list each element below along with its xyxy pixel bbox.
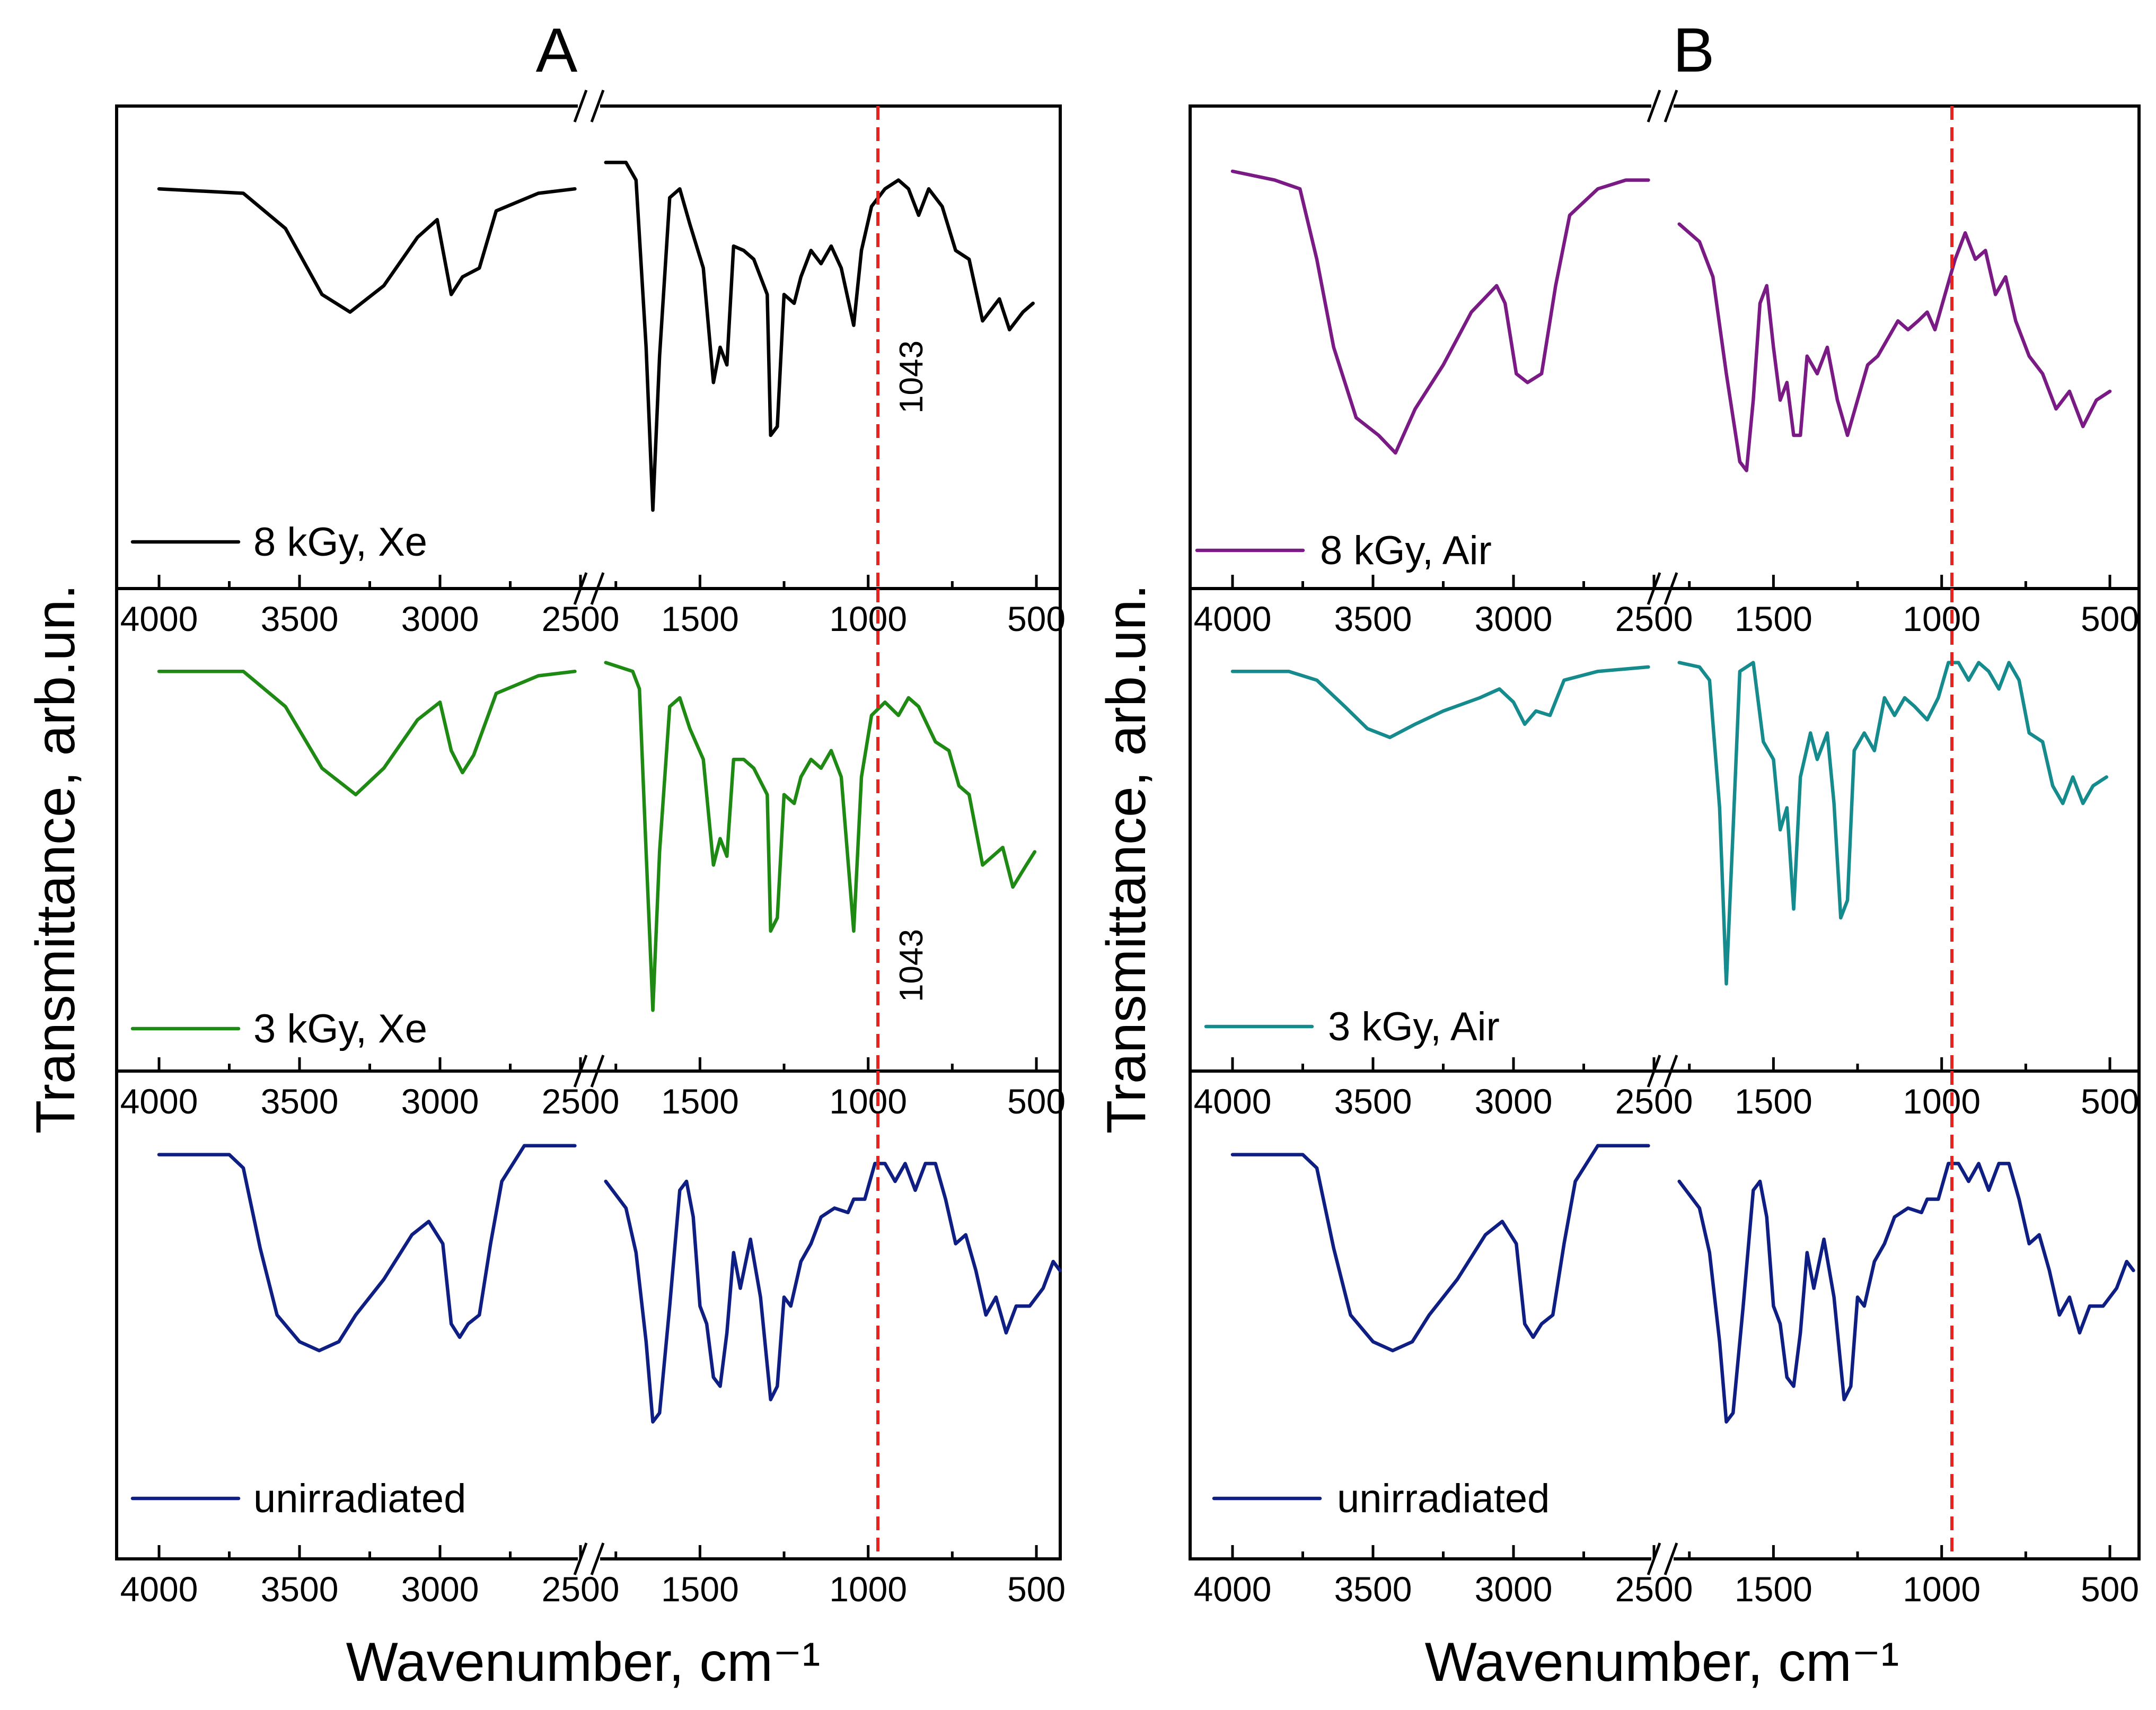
x-tick-label: 2500 — [1615, 599, 1693, 638]
panel-b: B Transmittance, arb.un. Wavenumber, cm⁻… — [1096, 15, 2141, 1693]
x-tick-label: 3000 — [1475, 1082, 1553, 1121]
x-tick-label: 500 — [2081, 1569, 2139, 1609]
x-tick-label: 1500 — [661, 1082, 739, 1121]
spectrum-right-segment — [604, 161, 1035, 512]
x-tick-label: 3500 — [1334, 1082, 1412, 1121]
x-tick-label: 4000 — [120, 599, 198, 638]
x-tick-label: 3000 — [401, 599, 479, 638]
legend-label: 3 kGy, Xe — [253, 1006, 427, 1051]
axis-break — [1647, 90, 1678, 605]
x-tick-label: 500 — [1007, 1569, 1066, 1609]
panel-a-letter: A — [536, 15, 578, 85]
x-tick-label: 1500 — [1735, 599, 1812, 638]
panel-a-top-plot: 1043 8 kGy, Xe 4000 3500 3000 2500 1500 1000 5… — [115, 90, 1066, 638]
x-tick-label: 1500 — [1735, 1082, 1812, 1121]
spectrum-right-segment — [604, 1162, 1062, 1424]
panel-b-bottom-plot: unirradiated 4000 3500 3000 2500 1500 1000 500 — [1189, 1069, 2141, 1609]
x-axis-ticks: 4000 3500 3000 2500 1500 1000 500 — [1194, 575, 2139, 638]
annotation-1043: 1043 — [893, 929, 930, 1002]
series-line — [1230, 169, 2112, 472]
series-line — [1230, 661, 2108, 986]
x-tick-label: 4000 — [120, 1082, 198, 1121]
series-line — [157, 1144, 1062, 1424]
spectrum-left-segment — [157, 1144, 577, 1353]
panel-b-xlabel: Wavenumber, cm⁻¹ — [1425, 1632, 1899, 1693]
series-line — [157, 661, 1037, 1012]
x-tick-label: 500 — [1007, 599, 1066, 638]
panel-b-top-plot: 8 kGy, Air 4000 3500 3000 2500 1500 1000 500 — [1189, 90, 2141, 638]
x-tick-label: 3500 — [261, 599, 339, 638]
panel-b-ylabel: Transmittance, arb.un. — [1096, 584, 1157, 1134]
series-line — [1230, 1144, 2135, 1424]
axis-break — [573, 90, 605, 605]
x-tick-label: 2500 — [1615, 1082, 1693, 1121]
panel-b-letter: B — [1673, 15, 1715, 85]
x-tick-label: 1000 — [1903, 1082, 1981, 1121]
panel-a: A Transmittance, arb.un. Wavenumber, cm⁻… — [25, 15, 1066, 1693]
legend-label: 3 kGy, Air — [1328, 1004, 1500, 1049]
legend-entry: 3 kGy, Xe — [130, 1006, 427, 1051]
panel-b-bottom-frame — [1189, 1069, 2141, 1560]
panel-a-middle-plot: 1043 3 kGy, Xe 4000 3500 3000 2500 1500 1000 5… — [115, 587, 1066, 1121]
x-tick-label: 2500 — [1615, 1569, 1693, 1609]
x-axis-ticks: 4000 3500 3000 2500 1500 1000 500 — [1194, 1057, 2139, 1121]
x-tick-label: 3500 — [261, 1082, 339, 1121]
legend-entry: unirradiated — [130, 1476, 466, 1521]
x-tick-label: 1500 — [1735, 1569, 1812, 1609]
legend-entry: 8 kGy, Xe — [130, 520, 427, 565]
spectrum-left-segment — [157, 669, 577, 796]
x-tick-label: 1500 — [661, 1569, 739, 1609]
spectrum-left-segment — [157, 187, 577, 314]
x-tick-label: 1000 — [829, 599, 907, 638]
x-tick-label: 4000 — [1194, 599, 1272, 638]
legend-entry: 3 kGy, Air — [1204, 1004, 1500, 1049]
legend-entry: unirradiated — [1212, 1476, 1550, 1521]
x-tick-label: 1000 — [829, 1082, 907, 1121]
spectrum-right-segment — [1677, 1162, 2135, 1424]
x-tick-label: 500 — [2081, 599, 2139, 638]
spectrum-left-segment — [1230, 169, 1650, 455]
legend-label: 8 kGy, Air — [1320, 528, 1492, 573]
x-axis-ticks: 4000 3500 3000 2500 1500 1000 500 — [120, 1545, 1066, 1609]
x-tick-label: 3000 — [1475, 599, 1553, 638]
x-axis-ticks: 4000 3500 3000 2500 1500 1000 500 — [120, 575, 1066, 638]
spectrum-left-segment — [1230, 1144, 1650, 1353]
spectrum-right-segment — [604, 661, 1037, 1012]
x-tick-label: 1000 — [1903, 599, 1981, 638]
x-tick-label: 2500 — [542, 599, 620, 638]
spectrum-left-segment — [1230, 665, 1650, 739]
spectrum-right-segment — [1677, 661, 2108, 986]
legend-label: 8 kGy, Xe — [253, 520, 427, 565]
x-tick-label: 1500 — [661, 599, 739, 638]
x-tick-label: 500 — [1007, 1082, 1066, 1121]
x-tick-label: 3000 — [401, 1569, 479, 1609]
x-tick-label: 3500 — [1334, 1569, 1412, 1609]
spectrum-right-segment — [1677, 222, 2112, 472]
x-tick-label: 2500 — [542, 1569, 620, 1609]
x-tick-label: 3000 — [1475, 1569, 1553, 1609]
legend-label: unirradiated — [1337, 1476, 1550, 1521]
panel-b-middle-frame — [1189, 587, 2141, 1073]
panel-b-middle-plot: 3 kGy, Air 4000 3500 3000 2500 1500 1000 500 — [1189, 587, 2141, 1121]
x-tick-label: 4000 — [120, 1569, 198, 1609]
x-axis-ticks: 4000 3500 3000 2500 1500 1000 500 — [1194, 1545, 2139, 1609]
legend-label: unirradiated — [253, 1476, 466, 1521]
x-tick-label: 3500 — [1334, 599, 1412, 638]
series-line — [157, 161, 1035, 512]
x-tick-label: 3500 — [261, 1569, 339, 1609]
x-tick-label: 2500 — [542, 1082, 620, 1121]
x-tick-label: 4000 — [1194, 1569, 1272, 1609]
legend-entry: 8 kGy, Air — [1195, 528, 1492, 573]
x-tick-label: 4000 — [1194, 1082, 1272, 1121]
x-tick-label: 1000 — [829, 1569, 907, 1609]
panel-a-ylabel: Transmittance, arb.un. — [25, 584, 86, 1134]
panel-a-bottom-plot: unirradiated 4000 3500 3000 2500 1500 1000 500 — [115, 1069, 1066, 1609]
x-tick-label: 500 — [2081, 1082, 2139, 1121]
panel-a-xlabel: Wavenumber, cm⁻¹ — [346, 1632, 821, 1693]
x-tick-label: 1000 — [1903, 1569, 1981, 1609]
x-tick-label: 3000 — [401, 1082, 479, 1121]
x-axis-ticks: 4000 3500 3000 2500 1500 1000 500 — [120, 1057, 1066, 1121]
annotation-1043: 1043 — [893, 340, 930, 414]
